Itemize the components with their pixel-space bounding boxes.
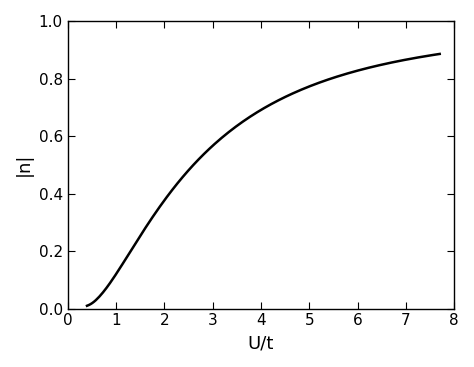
Y-axis label: |n|: |n| — [15, 153, 33, 177]
X-axis label: U/t: U/t — [248, 334, 274, 352]
